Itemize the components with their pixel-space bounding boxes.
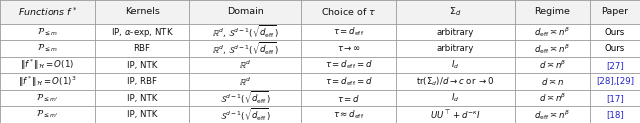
Text: $d_{\rm eff} \asymp n^{\beta}$: $d_{\rm eff} \asymp n^{\beta}$ [534,108,570,122]
Text: [18]: [18] [606,110,624,119]
Text: $\tau = d_{\rm eff} = d$: $\tau = d_{\rm eff} = d$ [325,59,372,71]
Text: [28],[29]: [28],[29] [596,77,634,86]
Text: $\|f^*\|_{\mathcal{H}} = O(1)$: $\|f^*\|_{\mathcal{H}} = O(1)$ [20,58,74,72]
Text: $\mathcal{P}_{\leq m'}$: $\mathcal{P}_{\leq m'}$ [36,109,59,121]
Text: Domain: Domain [227,8,264,16]
Text: Paper: Paper [602,8,628,16]
Text: arbitrary: arbitrary [436,28,474,37]
Text: arbitrary: arbitrary [436,44,474,53]
Text: IP, $\alpha$-exp, NTK: IP, $\alpha$-exp, NTK [111,26,173,39]
Text: $d \asymp n^{\beta}$: $d \asymp n^{\beta}$ [538,59,566,71]
Text: IP, NTK: IP, NTK [127,94,157,103]
Text: $\tau \approx d_{\rm eff}$: $\tau \approx d_{\rm eff}$ [333,108,364,121]
Text: $\tau = d_{\rm eff}$: $\tau = d_{\rm eff}$ [333,26,364,38]
Text: $\mathcal{P}_{\leq m'}$: $\mathcal{P}_{\leq m'}$ [36,92,59,104]
Text: Kernels: Kernels [125,8,159,16]
Text: $\tau = d$: $\tau = d$ [337,93,360,104]
Text: $I_d$: $I_d$ [451,59,460,71]
Text: $\tau \to \infty$: $\tau \to \infty$ [337,44,361,53]
Text: $\mathcal{P}_{\leq m}$: $\mathcal{P}_{\leq m}$ [37,26,58,38]
Text: $\mathcal{S}^{d-1}(\sqrt{d_{\rm eff}})$: $\mathcal{S}^{d-1}(\sqrt{d_{\rm eff}})$ [220,90,271,106]
Text: $I_d$: $I_d$ [451,92,460,105]
Text: ${\rm tr}(\Sigma_d)/d \to c$ or $\to 0$: ${\rm tr}(\Sigma_d)/d \to c$ or $\to 0$ [416,76,495,88]
Text: IP, NTK: IP, NTK [127,110,157,119]
Text: Regime: Regime [534,8,570,16]
Text: IP, NTK: IP, NTK [127,61,157,70]
Text: $\mathcal{S}^{d-1}(\sqrt{d_{\rm eff}})$: $\mathcal{S}^{d-1}(\sqrt{d_{\rm eff}})$ [220,107,271,123]
Text: Choice of $\tau$: Choice of $\tau$ [321,7,376,17]
Text: $d_{\rm eff} \asymp n^{\beta}$: $d_{\rm eff} \asymp n^{\beta}$ [534,25,570,39]
Text: $d \asymp n^{\beta}$: $d \asymp n^{\beta}$ [538,92,566,104]
Text: [27]: [27] [606,61,624,70]
Text: $\Sigma_d$: $\Sigma_d$ [449,6,461,18]
Text: [17]: [17] [606,94,624,103]
Text: Functions $f^*$: Functions $f^*$ [18,6,77,18]
Text: IP, RBF: IP, RBF [127,77,157,86]
Text: Ours: Ours [605,28,625,37]
Text: $\mathcal{P}_{\leq m}$: $\mathcal{P}_{\leq m}$ [37,43,58,54]
Bar [0,0,640,24]
Text: RBF: RBF [134,44,150,53]
Text: $\tau = d_{\rm eff} = d$: $\tau = d_{\rm eff} = d$ [325,76,372,88]
Text: Ours: Ours [605,44,625,53]
Text: $d_{\rm eff} \asymp n^{\beta}$: $d_{\rm eff} \asymp n^{\beta}$ [534,42,570,56]
Text: $\mathbb{R}^d$, $\mathcal{S}^{d-1}(\sqrt{d_{\rm eff}})$: $\mathbb{R}^d$, $\mathcal{S}^{d-1}(\sqrt… [212,24,279,40]
Text: $\mathbb{R}^d$: $\mathbb{R}^d$ [239,59,252,71]
Text: $UU^\top + d^{-\kappa}I$: $UU^\top + d^{-\kappa}I$ [430,109,481,121]
Text: $d \asymp n$: $d \asymp n$ [541,76,564,87]
Text: $\mathbb{R}^d$: $\mathbb{R}^d$ [239,76,252,88]
Text: $\mathbb{R}^d$, $\mathcal{S}^{d-1}(\sqrt{d_{\rm eff}})$: $\mathbb{R}^d$, $\mathcal{S}^{d-1}(\sqrt… [212,41,279,57]
Text: $\|f^*\|_{\mathcal{H}} = O(1)^3$: $\|f^*\|_{\mathcal{H}} = O(1)^3$ [18,75,77,89]
